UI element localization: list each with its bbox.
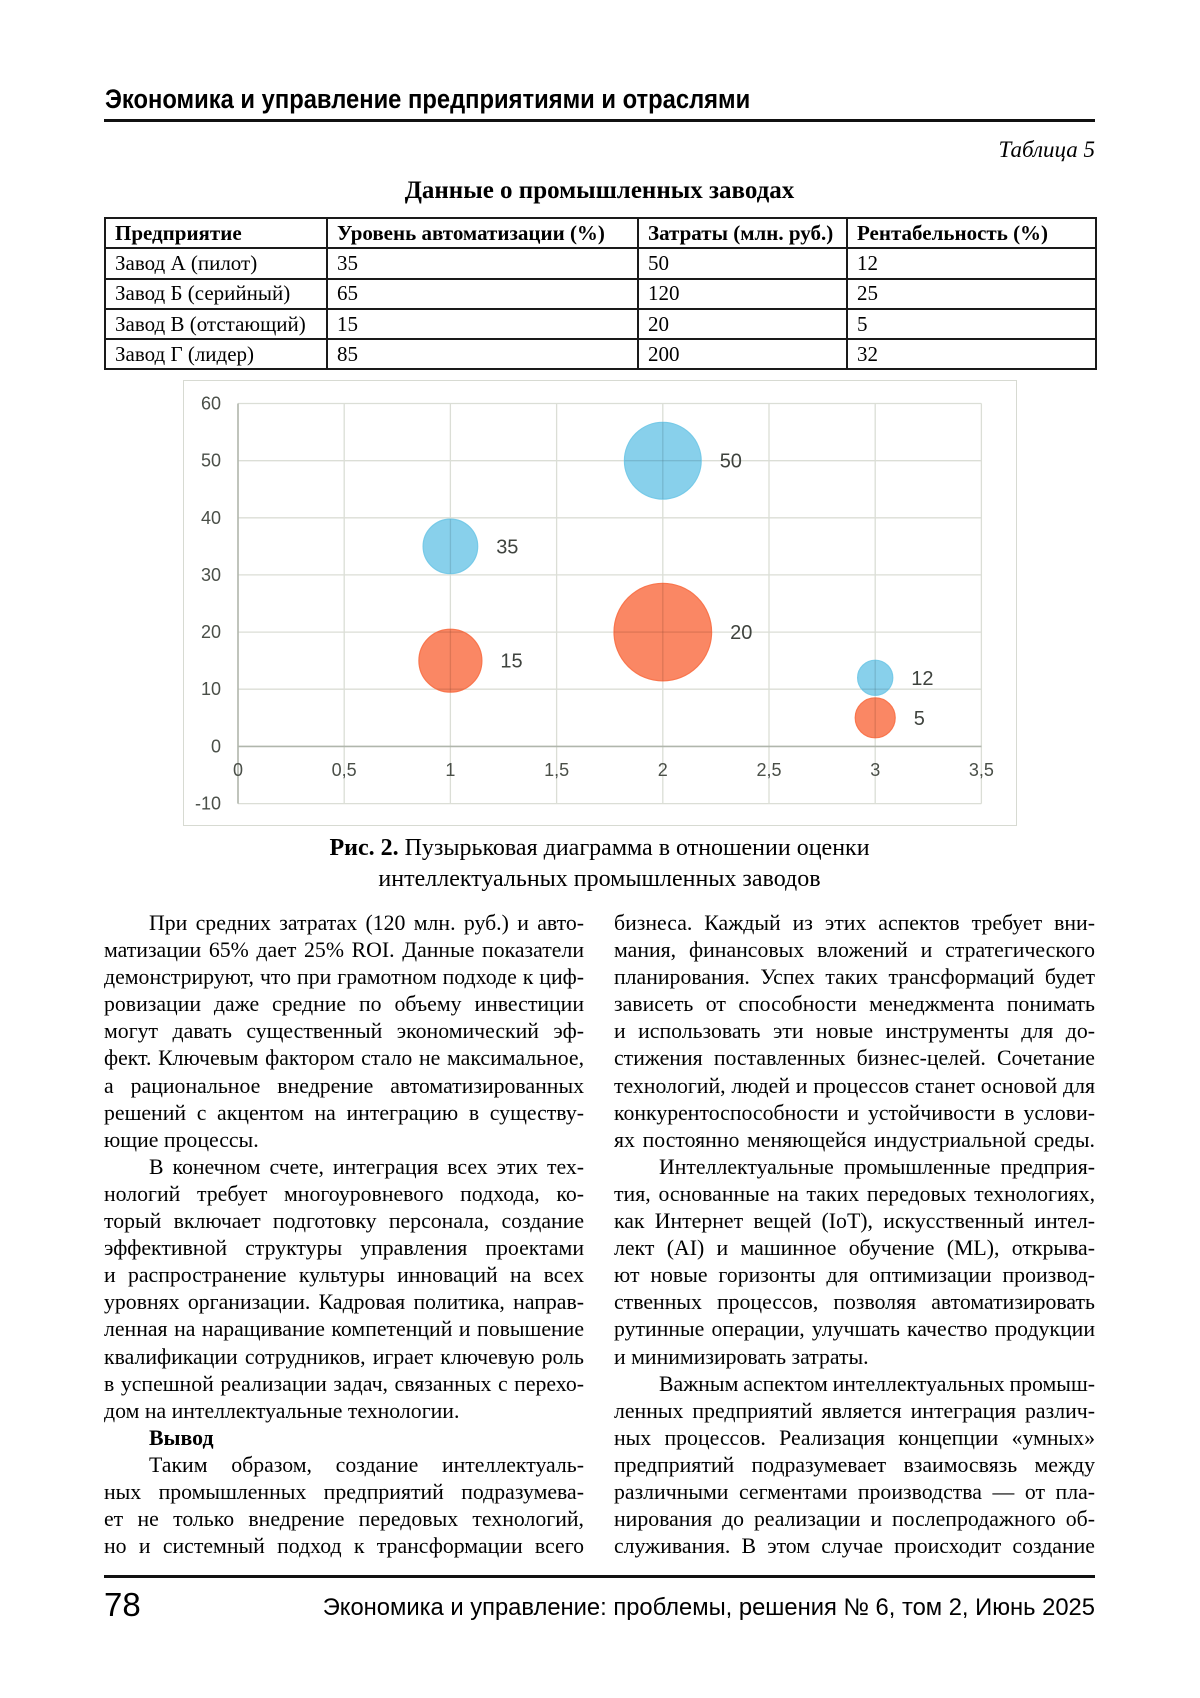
svg-text:0: 0 <box>233 760 243 780</box>
svg-text:3,5: 3,5 <box>969 760 994 780</box>
svg-text:1,5: 1,5 <box>544 760 569 780</box>
svg-text:35: 35 <box>496 536 518 558</box>
svg-text:3: 3 <box>870 760 880 780</box>
svg-text:40: 40 <box>201 508 221 528</box>
svg-text:20: 20 <box>201 622 221 642</box>
svg-text:15: 15 <box>500 651 522 673</box>
svg-text:2,5: 2,5 <box>756 760 781 780</box>
svg-text:10: 10 <box>201 679 221 699</box>
svg-text:20: 20 <box>730 622 752 644</box>
svg-text:-10: -10 <box>195 794 221 814</box>
svg-text:5: 5 <box>914 708 925 730</box>
svg-text:2: 2 <box>658 760 668 780</box>
svg-text:30: 30 <box>201 565 221 585</box>
svg-text:50: 50 <box>720 451 742 473</box>
svg-text:12: 12 <box>911 668 933 690</box>
svg-text:60: 60 <box>201 394 221 414</box>
svg-text:0: 0 <box>211 736 221 756</box>
svg-text:1: 1 <box>445 760 455 780</box>
svg-text:50: 50 <box>201 451 221 471</box>
svg-text:0,5: 0,5 <box>332 760 357 780</box>
